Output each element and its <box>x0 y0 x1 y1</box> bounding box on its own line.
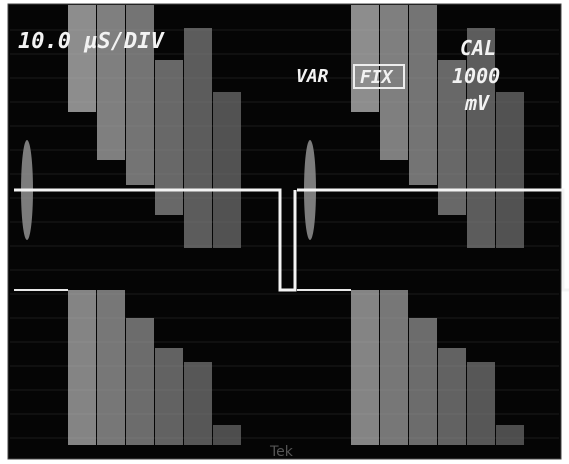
chroma-bar-bottom <box>380 290 408 445</box>
chroma-bar-bottom <box>213 425 241 445</box>
chroma-bar-top <box>351 5 379 112</box>
trace <box>297 188 569 292</box>
chroma-bar-top <box>467 28 495 248</box>
chroma-bar-top <box>184 28 212 248</box>
chroma-bar-top <box>68 5 96 112</box>
chroma-bar-bottom <box>68 290 96 445</box>
chroma-bar-bottom <box>409 318 437 445</box>
waveform <box>14 5 569 445</box>
chroma-bar-bottom <box>184 362 212 445</box>
var-readout: VAR <box>296 66 329 87</box>
cal-readout: CAL <box>460 36 496 60</box>
chroma-bar-bottom <box>351 290 379 445</box>
chroma-bar-top <box>213 92 241 248</box>
chroma-bar-top <box>97 5 125 160</box>
chroma-bar-bottom <box>467 362 495 445</box>
chroma-bar-top <box>496 92 524 248</box>
chroma-bar-top <box>126 5 154 185</box>
unit-readout: mV <box>464 91 490 115</box>
fix-box <box>353 64 405 89</box>
chroma-bar-top <box>409 5 437 185</box>
fix-readout: FIX <box>360 67 394 88</box>
brand: Tek <box>269 444 294 460</box>
chroma-bar-bottom <box>438 348 466 445</box>
chroma-bar-bottom <box>155 348 183 445</box>
chroma-bar-top <box>155 60 183 215</box>
trace <box>14 188 297 292</box>
chroma-bar-bottom <box>97 290 125 445</box>
amplitude-readout: 1000 <box>452 64 500 88</box>
chroma-bar-bottom <box>496 425 524 445</box>
timebase-readout: 10.0 µS/DIV <box>18 29 165 54</box>
chroma-bar-bottom <box>126 318 154 445</box>
